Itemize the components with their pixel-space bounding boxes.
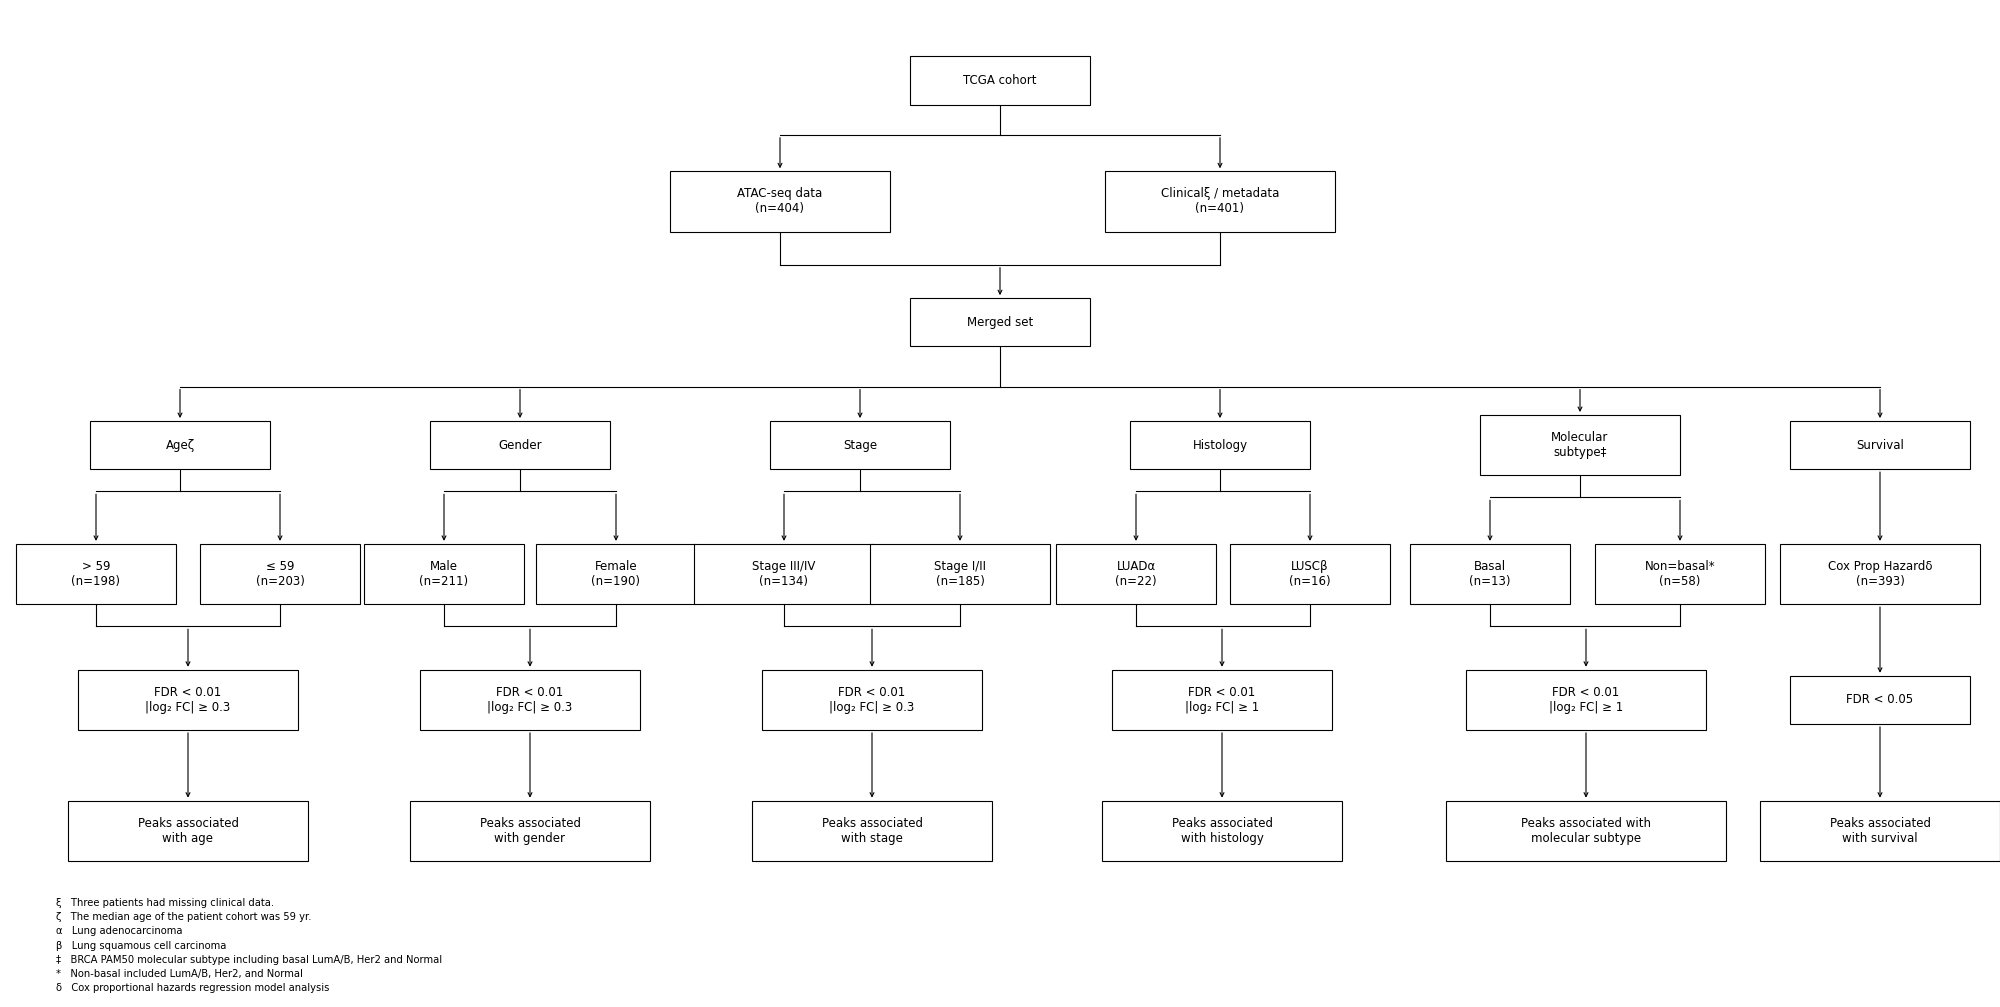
Text: α   Lung adenocarcinoma: α Lung adenocarcinoma [56, 926, 182, 937]
Text: ‡   BRCA PAM50 molecular subtype including basal LumA/B, Her2 and Normal: ‡ BRCA PAM50 molecular subtype including… [56, 955, 442, 965]
FancyBboxPatch shape [1790, 421, 1970, 469]
FancyBboxPatch shape [1230, 544, 1390, 604]
FancyBboxPatch shape [364, 544, 524, 604]
FancyBboxPatch shape [1466, 670, 1706, 730]
Text: TCGA cohort: TCGA cohort [964, 75, 1036, 87]
FancyBboxPatch shape [1480, 415, 1680, 475]
FancyBboxPatch shape [536, 544, 696, 604]
Text: Merged set: Merged set [966, 316, 1034, 328]
FancyBboxPatch shape [762, 670, 982, 730]
FancyBboxPatch shape [1102, 801, 1342, 861]
Text: LUADα
(n=22): LUADα (n=22) [1116, 560, 1156, 588]
FancyBboxPatch shape [200, 544, 360, 604]
FancyBboxPatch shape [430, 421, 610, 469]
Text: Peaks associated
with gender: Peaks associated with gender [480, 817, 580, 845]
Text: FDR < 0.01
|log₂ FC| ≥ 0.3: FDR < 0.01 |log₂ FC| ≥ 0.3 [830, 686, 914, 714]
Text: Peaks associated
with survival: Peaks associated with survival [1830, 817, 1930, 845]
FancyBboxPatch shape [1446, 801, 1726, 861]
FancyBboxPatch shape [694, 544, 874, 604]
Text: Survival: Survival [1856, 439, 1904, 451]
Text: Peaks associated
with histology: Peaks associated with histology [1172, 817, 1272, 845]
FancyBboxPatch shape [1104, 171, 1336, 232]
FancyBboxPatch shape [78, 670, 298, 730]
FancyBboxPatch shape [1130, 421, 1310, 469]
Text: > 59
(n=198): > 59 (n=198) [72, 560, 120, 588]
FancyBboxPatch shape [68, 801, 308, 861]
FancyBboxPatch shape [1056, 544, 1216, 604]
FancyBboxPatch shape [420, 670, 640, 730]
FancyBboxPatch shape [910, 56, 1090, 105]
FancyBboxPatch shape [1112, 670, 1332, 730]
FancyBboxPatch shape [1760, 801, 2000, 861]
Text: Basal
(n=13): Basal (n=13) [1470, 560, 1510, 588]
Text: FDR < 0.01
|log₂ FC| ≥ 0.3: FDR < 0.01 |log₂ FC| ≥ 0.3 [488, 686, 572, 714]
FancyBboxPatch shape [770, 421, 950, 469]
Text: Stage: Stage [842, 439, 878, 451]
Text: Peaks associated with
molecular subtype: Peaks associated with molecular subtype [1522, 817, 1652, 845]
Text: Male
(n=211): Male (n=211) [420, 560, 468, 588]
Text: Clinicalξ / metadata
(n=401): Clinicalξ / metadata (n=401) [1160, 187, 1280, 215]
Text: ATAC-seq data
(n=404): ATAC-seq data (n=404) [738, 187, 822, 215]
Text: ζ   The median age of the patient cohort was 59 yr.: ζ The median age of the patient cohort w… [56, 912, 312, 922]
Text: Peaks associated
with age: Peaks associated with age [138, 817, 238, 845]
FancyBboxPatch shape [1790, 676, 1970, 724]
Text: Gender: Gender [498, 439, 542, 451]
Text: FDR < 0.01
|log₂ FC| ≥ 1: FDR < 0.01 |log₂ FC| ≥ 1 [1184, 686, 1260, 714]
Text: Molecular
subtype‡: Molecular subtype‡ [1552, 431, 1608, 459]
FancyBboxPatch shape [1410, 544, 1570, 604]
Text: LUSCβ
(n=16): LUSCβ (n=16) [1290, 560, 1330, 588]
Text: Histology: Histology [1192, 439, 1248, 451]
Text: ≤ 59
(n=203): ≤ 59 (n=203) [256, 560, 304, 588]
Text: *   Non-basal included LumA/B, Her2, and Normal: * Non-basal included LumA/B, Her2, and N… [56, 969, 302, 979]
Text: FDR < 0.05: FDR < 0.05 [1846, 694, 1914, 706]
Text: Non=basal*
(n=58): Non=basal* (n=58) [1644, 560, 1716, 588]
Text: FDR < 0.01
|log₂ FC| ≥ 1: FDR < 0.01 |log₂ FC| ≥ 1 [1548, 686, 1624, 714]
FancyBboxPatch shape [410, 801, 650, 861]
FancyBboxPatch shape [90, 421, 270, 469]
Text: FDR < 0.01
|log₂ FC| ≥ 0.3: FDR < 0.01 |log₂ FC| ≥ 0.3 [146, 686, 230, 714]
Text: Stage I/II
(n=185): Stage I/II (n=185) [934, 560, 986, 588]
Text: ξ   Three patients had missing clinical data.: ξ Three patients had missing clinical da… [56, 898, 274, 908]
FancyBboxPatch shape [910, 298, 1090, 346]
FancyBboxPatch shape [16, 544, 176, 604]
Text: β   Lung squamous cell carcinoma: β Lung squamous cell carcinoma [56, 941, 226, 951]
Text: δ   Cox proportional hazards regression model analysis: δ Cox proportional hazards regression mo… [56, 983, 330, 993]
FancyBboxPatch shape [1780, 544, 1980, 604]
FancyBboxPatch shape [752, 801, 992, 861]
Text: Ageζ: Ageζ [166, 439, 194, 451]
FancyBboxPatch shape [1596, 544, 1766, 604]
Text: Cox Prop Hazardδ
(n=393): Cox Prop Hazardδ (n=393) [1828, 560, 1932, 588]
Text: Female
(n=190): Female (n=190) [592, 560, 640, 588]
Text: Peaks associated
with stage: Peaks associated with stage [822, 817, 922, 845]
Text: Stage III/IV
(n=134): Stage III/IV (n=134) [752, 560, 816, 588]
FancyBboxPatch shape [670, 171, 890, 232]
FancyBboxPatch shape [870, 544, 1050, 604]
